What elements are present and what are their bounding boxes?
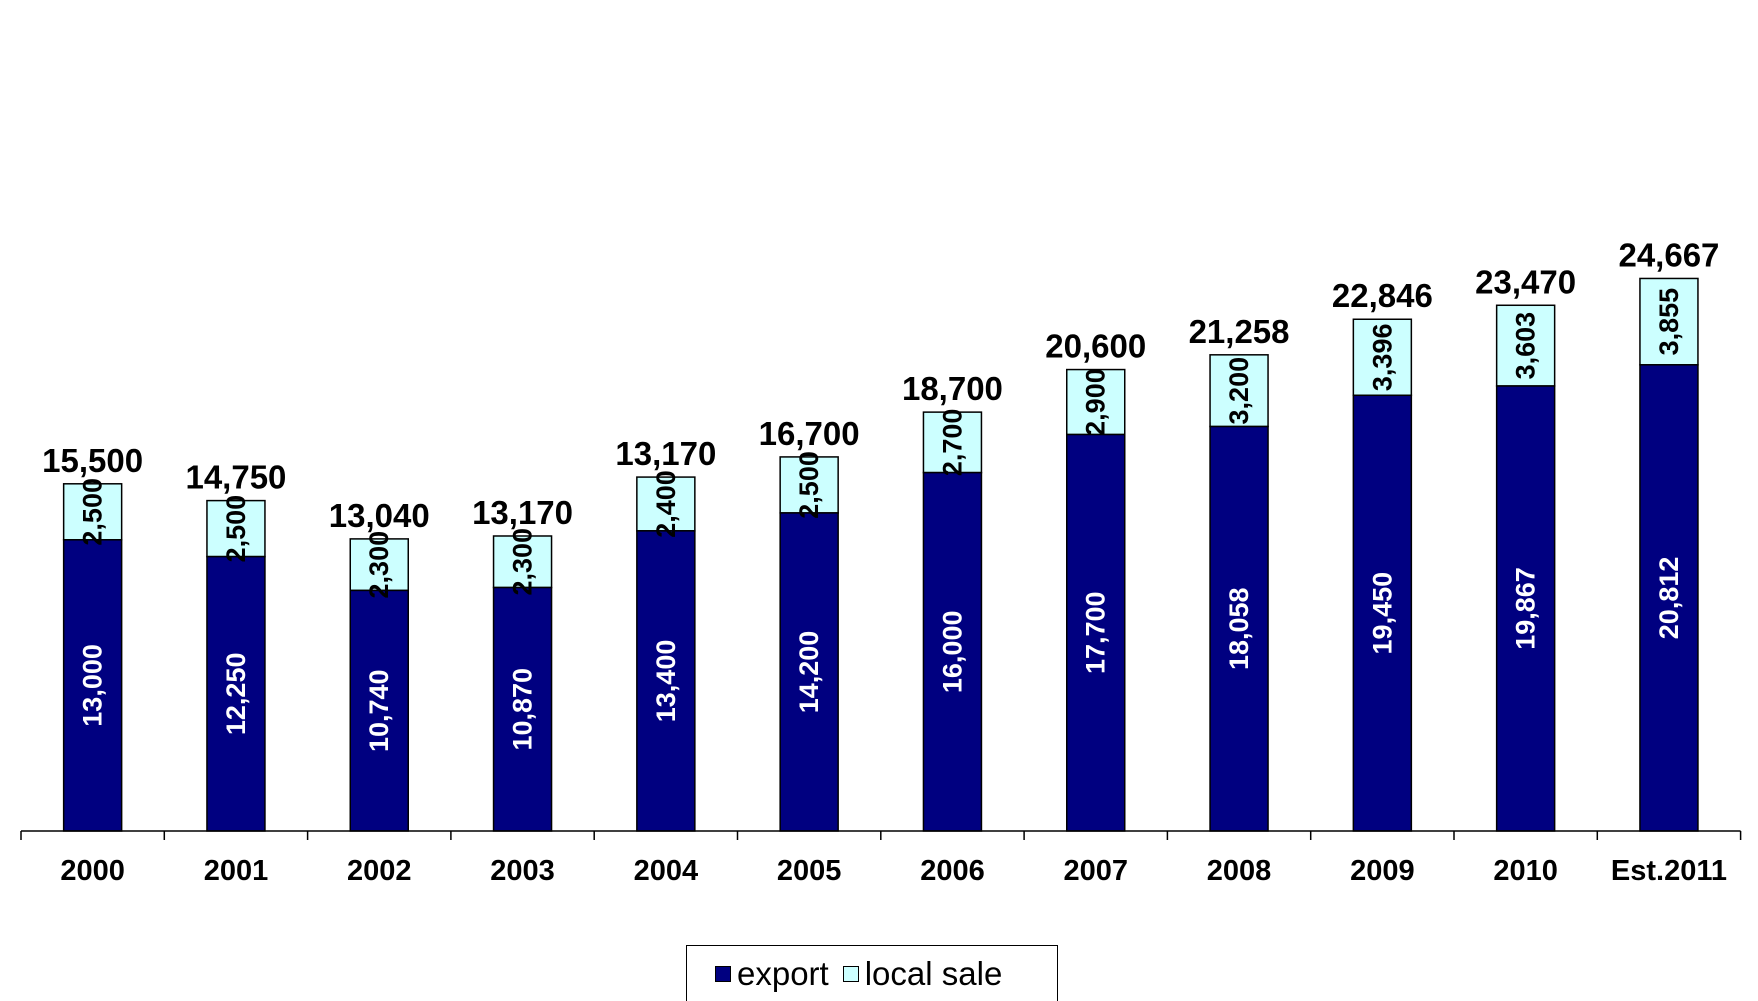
local-sale-value-label: 2,900 <box>1081 368 1111 436</box>
x-tick-label: 2006 <box>920 855 985 887</box>
local-sale-value-label: 2,500 <box>794 451 824 519</box>
total-value-label: 21,258 <box>1189 313 1290 350</box>
export-value-label: 19,867 <box>1511 567 1541 650</box>
bar-local-sale-2005 <box>779 456 839 514</box>
bar-local-sale-Est.2011 <box>1639 277 1699 366</box>
local-sale-value-label: 2,500 <box>78 478 108 546</box>
bar-export-2003 <box>492 586 553 832</box>
local-sale-value-label: 3,855 <box>1654 288 1684 356</box>
total-value-label: 13,170 <box>472 494 573 531</box>
total-value-label: 14,750 <box>185 459 286 496</box>
legend: export local sale <box>686 945 1058 1001</box>
export-value-label: 18,058 <box>1224 587 1254 670</box>
x-tick-label: Est.2011 <box>1611 855 1727 887</box>
bar-export-2005 <box>779 512 839 832</box>
bar-export-2004 <box>636 530 696 832</box>
total-value-label: 16,700 <box>759 415 860 452</box>
x-tick-label: 2002 <box>347 855 412 887</box>
legend-label-local-sale: local sale <box>864 954 1003 992</box>
bar-local-sale-2010 <box>1495 304 1556 387</box>
local-sale-value-label: 2,400 <box>651 470 681 538</box>
bar-local-sale-2008 <box>1209 354 1269 428</box>
local-sale-value-label: 2,500 <box>221 495 251 563</box>
total-value-label: 13,170 <box>615 435 716 472</box>
legend-swatch-local-sale <box>842 965 859 982</box>
export-value-label: 14,200 <box>794 631 824 714</box>
x-tick-label: 2003 <box>490 855 555 887</box>
legend-swatch-export <box>715 965 731 982</box>
bar-export-2007 <box>1066 433 1126 832</box>
local-sale-value-label: 2,700 <box>937 409 967 477</box>
total-value-label: 20,600 <box>1045 328 1146 365</box>
local-sale-value-label: 3,396 <box>1367 323 1397 391</box>
legend-label-export: export <box>737 954 829 992</box>
x-tick-label: 2004 <box>634 855 699 887</box>
export-value-label: 10,870 <box>508 668 538 751</box>
export-value-label: 20,812 <box>1654 557 1684 640</box>
bars-layer <box>62 277 1699 832</box>
x-tick-label: 2009 <box>1350 855 1415 887</box>
bar-export-2000 <box>62 539 123 832</box>
bar-local-sale-2009 <box>1352 318 1413 397</box>
labels-layer: 13,0002,50015,500200012,2502,50014,75020… <box>42 236 1727 887</box>
bar-export-2008 <box>1209 425 1269 832</box>
x-tick-label: 2000 <box>60 855 125 887</box>
local-sale-value-label: 2,300 <box>508 528 538 596</box>
x-tick-label: 2005 <box>777 855 842 887</box>
bar-export-2001 <box>206 555 266 832</box>
bar-export-Est.2011 <box>1639 364 1699 832</box>
bar-local-sale-2000 <box>62 483 123 541</box>
bar-export-2010 <box>1495 385 1556 832</box>
total-value-label: 23,470 <box>1475 263 1576 300</box>
x-tick-label: 2010 <box>1493 855 1558 887</box>
x-axis <box>20 830 1742 840</box>
x-tick-label: 2007 <box>1063 855 1128 887</box>
legend-item-local-sale: local sale <box>842 954 1003 993</box>
local-sale-value-label: 3,200 <box>1224 357 1254 425</box>
legend-item-export: export <box>715 955 829 993</box>
export-value-label: 19,450 <box>1367 572 1397 655</box>
x-tick-label: 2001 <box>204 855 269 887</box>
local-sale-value-label: 2,300 <box>364 531 394 599</box>
export-value-label: 13,400 <box>651 640 681 723</box>
x-tick-label: 2008 <box>1207 855 1272 887</box>
total-value-label: 24,667 <box>1618 236 1719 273</box>
bar-export-2002 <box>349 589 409 832</box>
export-value-label: 13,000 <box>78 644 108 727</box>
total-value-label: 22,846 <box>1332 277 1433 314</box>
export-value-label: 17,700 <box>1081 591 1111 674</box>
total-value-label: 18,700 <box>902 370 1003 407</box>
export-value-label: 10,740 <box>364 669 394 752</box>
bar-export-2006 <box>922 471 983 832</box>
bar-export-2009 <box>1352 394 1413 832</box>
local-sale-value-label: 3,603 <box>1511 312 1541 380</box>
total-value-label: 13,040 <box>329 497 430 534</box>
export-value-label: 16,000 <box>937 611 967 694</box>
total-value-label: 15,500 <box>42 442 143 479</box>
export-value-label: 12,250 <box>221 653 251 736</box>
